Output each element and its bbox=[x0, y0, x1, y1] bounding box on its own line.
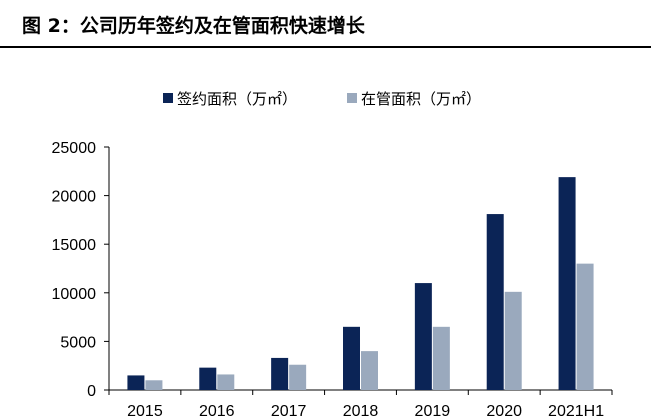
bar-managed bbox=[289, 364, 307, 390]
x-tick-label: 2020 bbox=[486, 403, 522, 418]
y-tick-label: 5000 bbox=[60, 334, 96, 351]
figure-header: 图 2：公司历年签约及在管面积快速增长 bbox=[0, 0, 651, 48]
bar-signed bbox=[558, 177, 576, 390]
y-tick-label: 25000 bbox=[52, 140, 97, 157]
bar-signed bbox=[199, 367, 217, 390]
bar-signed bbox=[343, 326, 360, 390]
legend-label-managed: 在管面积（万㎡） bbox=[361, 90, 481, 108]
bar-managed bbox=[504, 291, 522, 390]
y-tick-label: 20000 bbox=[52, 189, 97, 206]
bar-managed bbox=[145, 380, 163, 390]
y-tick-label: 15000 bbox=[52, 237, 97, 254]
bar-managed bbox=[432, 326, 450, 390]
x-tick-label: 2018 bbox=[343, 403, 379, 418]
x-tick-label: 2017 bbox=[271, 403, 307, 418]
bar-signed bbox=[414, 283, 432, 390]
legend: 签约面积（万㎡） 在管面积（万㎡） bbox=[163, 90, 481, 108]
bar-managed bbox=[361, 351, 378, 390]
bar-managed bbox=[576, 263, 594, 390]
bar-managed bbox=[217, 374, 235, 390]
legend-swatch-managed bbox=[347, 93, 357, 103]
legend-label-signed: 签约面积（万㎡） bbox=[177, 90, 297, 108]
x-tick-label: 2016 bbox=[199, 403, 235, 418]
legend-swatch-signed bbox=[163, 93, 173, 103]
x-tick-label: 2021H1 bbox=[548, 403, 604, 418]
bar-signed bbox=[486, 214, 504, 390]
bar-signed bbox=[271, 357, 289, 390]
y-tick-label: 0 bbox=[87, 383, 96, 400]
x-tick-label: 2019 bbox=[415, 403, 451, 418]
plot-area: 0 5000 10000 15000 20000 25000 2015 2016 2017 201… bbox=[52, 140, 613, 418]
y-tick-label: 10000 bbox=[52, 286, 97, 303]
x-tick-label: 2015 bbox=[127, 403, 163, 418]
figure-title: 图 2：公司历年签约及在管面积快速增长 bbox=[22, 15, 365, 37]
bar-signed bbox=[127, 375, 145, 390]
